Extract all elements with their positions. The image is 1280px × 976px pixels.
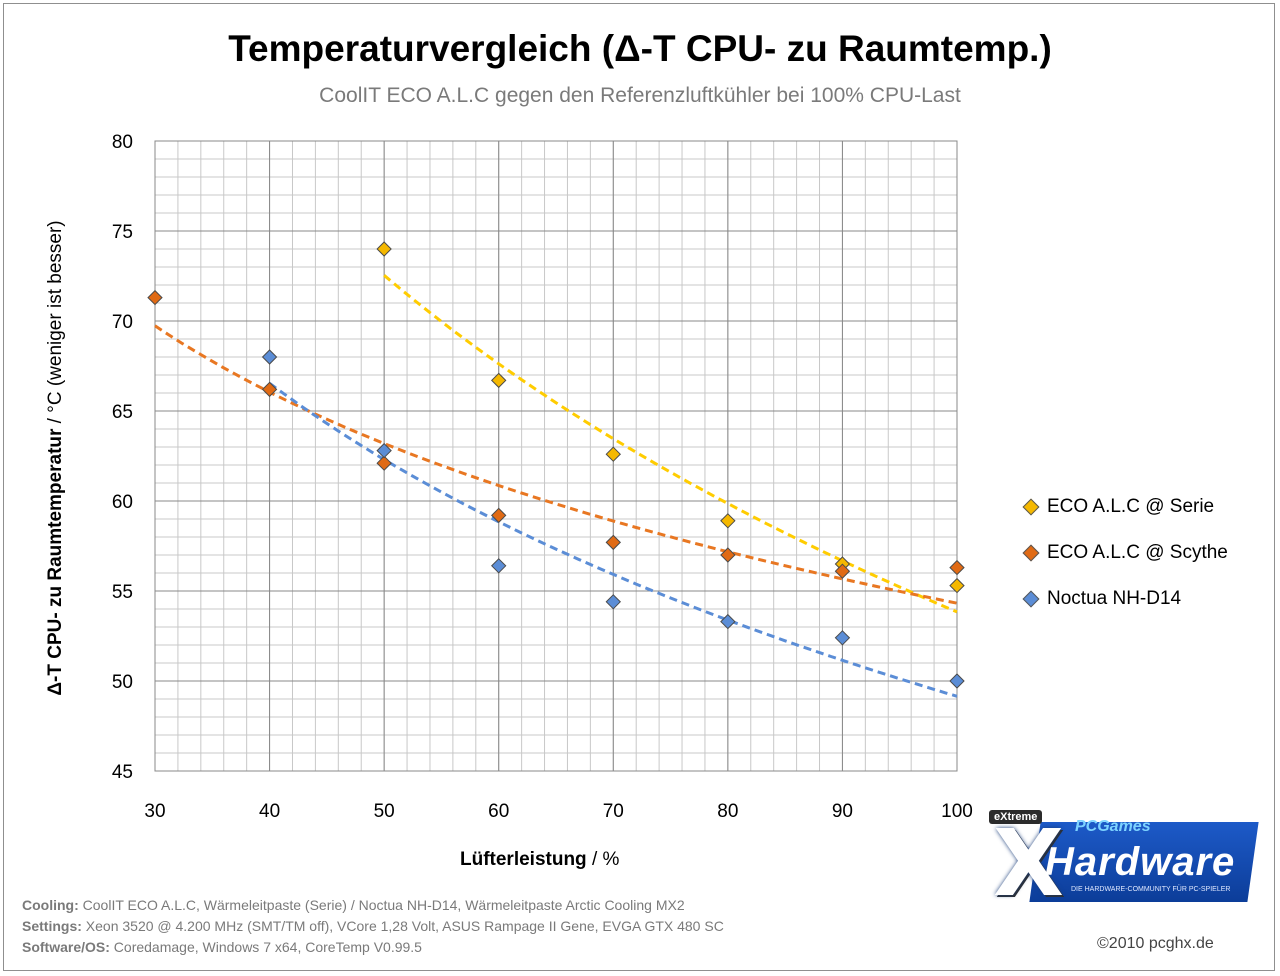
- y-tick-label: 45: [112, 762, 133, 783]
- y-tick-label: 50: [112, 672, 133, 693]
- data-point-series-2: [261, 349, 278, 365]
- x-tick-label: 90: [832, 801, 853, 822]
- data-point-series-1: [147, 289, 163, 306]
- x-axis-label-unit: / %: [586, 849, 620, 870]
- copyright: ©2010 pcghx.de: [1097, 935, 1214, 952]
- logo-games-mark: PCGames: [1075, 818, 1151, 835]
- data-point-series-2: [605, 594, 621, 610]
- data-point-series-0: [949, 577, 965, 594]
- data-point-series-1: [949, 559, 965, 576]
- y-axis-label-main: Δ-T CPU- zu Raumtemperatur: [45, 428, 66, 696]
- legend-label: ECO A.L.C @ Scythe: [1047, 542, 1228, 563]
- x-tick-label: 100: [941, 801, 973, 822]
- data-point-series-0: [720, 513, 736, 529]
- footer-text: Coredamage, Windows 7 x64, CoreTemp V0.9…: [109, 939, 422, 955]
- y-tick-label: 55: [112, 582, 133, 603]
- y-tick-label: 65: [112, 402, 133, 423]
- footer-key: Software/OS:: [22, 939, 110, 955]
- y-axis-label-unit: / °C (weniger ist besser): [45, 220, 66, 429]
- x-tick-label: 80: [717, 801, 738, 822]
- data-point-series-1: [261, 381, 278, 398]
- logo-wordmark: Hardware: [1045, 840, 1236, 884]
- footer-text: CoolIT ECO A.L.C, Wärmeleitpaste (Serie)…: [78, 897, 685, 913]
- x-tick-label: 40: [259, 801, 280, 822]
- x-axis-label: Lüfterleistung / %: [460, 849, 619, 871]
- data-point-series-1: [720, 547, 736, 563]
- footer-key: Cooling:: [22, 897, 79, 913]
- logo-tagline: DIE HARDWARE-COMMUNITY FÜR PC-SPIELER: [1071, 886, 1231, 893]
- trendline-series-0: [383, 274, 958, 614]
- logo-badge: eXtreme: [989, 810, 1043, 824]
- y-tick-label: 80: [112, 132, 133, 153]
- data-point-series-1: [605, 534, 621, 551]
- data-point-series-1: [491, 507, 507, 524]
- footer-key: Settings:: [22, 918, 82, 934]
- plot-border: [154, 140, 958, 772]
- footer-line-cooling: Cooling: CoolIT ECO A.L.C, Wärmeleitpast…: [22, 895, 724, 916]
- plot-area: [155, 141, 957, 771]
- data-point-series-1: [834, 563, 851, 579]
- x-tick-label: 70: [603, 801, 624, 822]
- x-tick-label: 50: [374, 801, 395, 822]
- data-point-series-2: [720, 613, 736, 630]
- footer-line-settings: Settings: Xeon 3520 @ 4.200 MHz (SMT/TM …: [22, 916, 724, 937]
- y-tick-label: 75: [112, 222, 133, 243]
- legend-item: Noctua NH-D14: [1022, 576, 1228, 622]
- legend-marker-scythe: [1022, 544, 1040, 562]
- x-tick-label: 30: [144, 801, 165, 822]
- legend: ECO A.L.C @ Serie ECO A.L.C @ Scythe Noc…: [1022, 484, 1228, 622]
- trendline-series-1: [154, 324, 958, 605]
- legend-marker-noctua: [1022, 590, 1040, 608]
- y-tick-label: 60: [112, 492, 133, 513]
- data-point-series-2: [834, 630, 851, 646]
- data-point-series-2: [491, 558, 507, 574]
- legend-item: ECO A.L.C @ Scythe: [1022, 530, 1228, 576]
- y-axis-label: Δ-T CPU- zu Raumtemperatur / °C (weniger…: [45, 220, 67, 695]
- footer-line-software: Software/OS: Coredamage, Windows 7 x64, …: [22, 937, 724, 958]
- y-tick-label: 70: [112, 312, 133, 333]
- data-point-series-1: [376, 455, 392, 471]
- data-point-series-0: [376, 241, 392, 257]
- data-point-series-2: [949, 673, 965, 689]
- legend-marker-serie: [1022, 498, 1040, 516]
- logo-x-mark: X: [993, 810, 1064, 917]
- legend-label: ECO A.L.C @ Serie: [1047, 496, 1215, 517]
- footer-text: Xeon 3520 @ 4.200 MHz (SMT/TM off), VCor…: [81, 918, 724, 934]
- data-point-series-0: [605, 446, 621, 462]
- extreme-hardware-logo: eXtreme PCGames X Hardware DIE HARDWARE-…: [985, 810, 1259, 928]
- data-point-series-2: [376, 442, 392, 459]
- chart-title: Temperaturvergleich (Δ-T CPU- zu Raumtem…: [228, 28, 1052, 69]
- chart-subtitle: CoolIT ECO A.L.C gegen den Referenzluftk…: [319, 84, 961, 107]
- legend-label: Noctua NH-D14: [1047, 588, 1182, 609]
- x-axis-label-main: Lüfterleistung: [460, 849, 587, 870]
- data-point-series-0: [491, 372, 507, 389]
- footer-notes: Cooling: CoolIT ECO A.L.C, Wärmeleitpast…: [22, 895, 724, 958]
- x-tick-label: 60: [488, 801, 509, 822]
- legend-item: ECO A.L.C @ Serie: [1022, 484, 1228, 530]
